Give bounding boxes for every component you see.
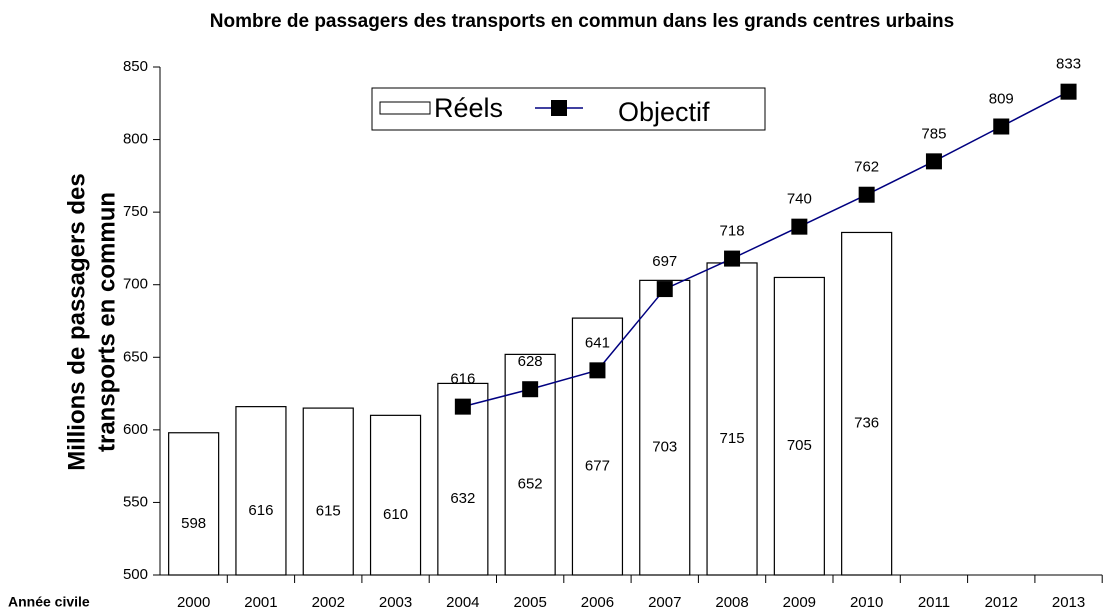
x-tick-label: 2003 [379,594,412,611]
legend-box [371,87,766,131]
y-tick-label: 800 [123,131,148,148]
point-label: 697 [652,253,677,270]
bar-label: 632 [450,490,475,507]
x-tick-label: 2005 [513,594,546,611]
bar [369,414,422,576]
x-tick-label: 2006 [581,594,614,611]
bar [168,432,220,576]
x-tick-label: 2004 [446,594,479,611]
y-axis-label: Millions de passagers des [63,173,90,470]
marker [589,362,606,379]
point-label: 628 [518,353,543,370]
legend-marker [551,100,567,116]
x-tick-label: 2002 [312,594,345,611]
x-tick-label: 2011 [918,594,950,611]
legend-label: Objectif [618,97,710,127]
x-tick-label: 2008 [715,594,748,611]
marker [791,218,808,235]
x-tick-label: 2012 [985,594,1018,611]
bar [841,231,893,576]
marker [925,153,942,170]
marker [656,281,673,298]
point-label: 809 [989,90,1014,107]
marker [1060,83,1077,100]
point-label: 718 [720,223,745,240]
point-label: 785 [921,125,946,142]
line [462,91,1069,408]
bar-label: 736 [854,415,879,432]
x-tick-label: 2007 [648,594,681,611]
bar-label: 652 [518,476,543,493]
y-tick-label: 600 [123,421,148,438]
bar-label: 705 [787,437,812,454]
bar-label: 616 [248,502,273,519]
marker [724,250,741,267]
x-tick-label: 2009 [783,594,816,611]
y-tick-label: 700 [123,276,148,293]
marker [454,398,471,415]
point-label: 641 [585,334,610,351]
bar-label: 715 [720,430,745,447]
point-label: 740 [787,191,812,208]
marker [858,186,875,203]
x-tick-label: 2010 [850,594,883,611]
bar [437,382,489,576]
x-tick-label: 2013 [1052,594,1085,611]
y-tick-label: 850 [123,58,148,75]
bar [639,279,691,576]
legend-swatch [379,101,431,115]
point-label: 833 [1056,56,1081,73]
marker [522,381,539,398]
point-label: 762 [854,159,879,176]
x-tick-label: 2001 [244,594,277,611]
bar [235,406,287,576]
bar [302,407,354,576]
chart-title: Nombre de passagers des transports en co… [210,11,954,32]
y-tick-label: 650 [123,348,148,365]
y-tick-label: 550 [123,493,148,510]
y-tick-label: 500 [123,566,148,583]
y-tick-label: 750 [123,203,148,220]
bar-label: 677 [585,458,610,475]
bar [706,262,758,576]
bar-label: 615 [316,503,341,520]
bar-label: 610 [383,506,408,523]
bar [773,276,825,576]
x-axis-label: Année civile [8,594,90,610]
x-tick-label: 2000 [177,594,210,611]
point-label: 616 [450,371,475,388]
bar-label: 703 [652,439,677,456]
marker [993,118,1010,135]
y-axis-label: transports en commun [93,192,120,452]
legend-label: Réels [434,93,503,123]
bar [571,317,624,576]
bar-label: 598 [181,515,206,532]
